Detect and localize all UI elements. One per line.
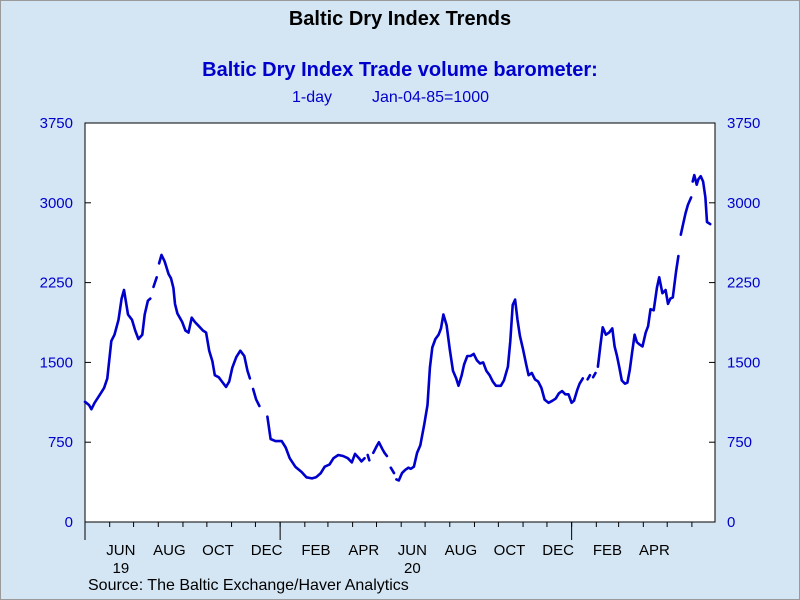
x-tick-label: JUN <box>398 542 427 559</box>
series-line-segment <box>395 298 585 482</box>
series-line-segment <box>152 275 158 289</box>
x-tick-label: OCT <box>202 542 234 559</box>
series-line-segment <box>596 254 680 386</box>
series-line-segment <box>679 196 693 236</box>
chart-main-title: Baltic Dry Index Trends <box>288 8 512 30</box>
y-tick-label-right: 1500 <box>727 354 760 371</box>
base-label: Jan-04-85=1000 <box>372 89 489 106</box>
x-tick-label: DEC <box>542 542 574 559</box>
frequency-label: 1-day <box>292 89 333 106</box>
x-tick-label: AUG <box>153 542 186 559</box>
x-tick-label: APR <box>639 542 670 559</box>
y-tick-label-left: 0 <box>65 514 73 531</box>
x-tick-label: JUN <box>106 542 135 559</box>
y-tick-label-right: 2250 <box>727 275 760 292</box>
y-tick-label-right: 3000 <box>727 195 760 212</box>
y-tick-label-right: 3750 <box>727 115 760 132</box>
x-year-label: 19 <box>112 560 129 577</box>
series-line-segment <box>371 440 389 458</box>
x-tick-label: DEC <box>251 542 283 559</box>
x-tick-label: FEB <box>593 542 622 559</box>
series-line-segment <box>366 453 371 462</box>
series-line-segment <box>266 415 366 480</box>
x-tick-label: OCT <box>494 542 526 559</box>
series-line-segment <box>586 373 592 381</box>
y-tick-label-right: 750 <box>727 434 752 451</box>
series-line-segment <box>157 253 252 389</box>
series-line-segment <box>83 288 152 411</box>
y-tick-label-left: 3000 <box>40 195 73 212</box>
x-tick-label: AUG <box>445 542 478 559</box>
series-line-segment <box>389 466 396 475</box>
x-year-label: 20 <box>404 560 421 577</box>
series-line-segment <box>691 173 712 226</box>
x-tick-label: FEB <box>301 542 330 559</box>
y-tick-label-left: 750 <box>48 434 73 451</box>
y-tick-label-left: 1500 <box>40 354 73 371</box>
plot-area <box>84 122 716 523</box>
series-line-segment <box>251 387 261 408</box>
y-tick-label-left: 3750 <box>40 115 73 132</box>
chart-subtitle: Baltic Dry Index Trade volume barometer: <box>202 59 598 81</box>
x-tick-label: APR <box>348 542 379 559</box>
series-line-segment <box>591 371 597 379</box>
y-tick-label-left: 2250 <box>40 275 73 292</box>
source-note: Source: The Baltic Exchange/Haver Analyt… <box>88 577 409 594</box>
y-tick-label-right: 0 <box>727 514 735 531</box>
